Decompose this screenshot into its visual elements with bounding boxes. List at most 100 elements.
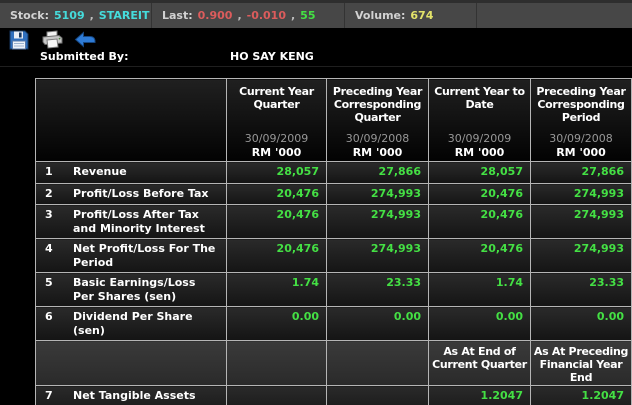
column-title: Current Year to Date	[434, 85, 525, 111]
column-unit: RM '000	[251, 146, 302, 159]
table-row: 5 Basic Earnings/Loss Per Shares (sen) 1.…	[35, 272, 632, 307]
last-price: 0.900	[197, 9, 233, 22]
table-row: 1 Revenue 28,057 27,866 28,057 27,866	[35, 161, 632, 184]
quote-bar-empty-area	[477, 3, 632, 28]
value-cell: 20,476	[226, 238, 327, 273]
save-button[interactable]	[8, 30, 30, 50]
value-cell: 274,993	[326, 204, 429, 239]
column-date: 30/09/2008	[549, 132, 613, 145]
value-cell: 20,476	[428, 204, 531, 239]
value-cell: 0.00	[530, 306, 632, 341]
header-empty-cell	[35, 78, 227, 162]
row-label: Profit/Loss Before Tax	[73, 187, 209, 200]
row-label-cell: 3 Profit/Loss After Tax and Minority Inte…	[35, 204, 227, 239]
last-change: -0.010	[246, 9, 286, 22]
sub-header-row: As At End of Current Quarter As At Prece…	[35, 340, 632, 386]
value-cell: 0.00	[226, 306, 327, 341]
value-cell: 20,476	[428, 238, 531, 273]
last-price-segment: Last: 0.900 , -0.010 , 55	[152, 3, 345, 28]
value-cell: 1.74	[428, 272, 531, 307]
stock-code: 5109	[53, 9, 85, 22]
submitted-by-value: HO SAY KENG	[230, 50, 314, 63]
header-current-year-quarter: Current Year Quarter 30/09/2009 RM '000	[226, 78, 327, 162]
value-cell: 20,476	[428, 183, 531, 205]
separator-comma: ,	[89, 9, 94, 22]
table-row: 7 Net Tangible Assets Per Share (RM) 1.20…	[35, 385, 632, 405]
value-cell: 28,057	[226, 161, 327, 184]
last-label: Last:	[162, 9, 193, 22]
row-label: Basic Earnings/Loss Per Shares (sen)	[73, 276, 196, 303]
row-label-cell: 6 Dividend Per Share (sen)	[35, 306, 227, 341]
row-label: Net Profit/Loss For The Period	[73, 242, 216, 269]
column-date: 30/09/2008	[345, 132, 410, 145]
header-current-year-to-date: Current Year to Date 30/09/2009 RM '000	[428, 78, 531, 162]
row-label-cell: 5 Basic Earnings/Loss Per Shares (sen)	[35, 272, 227, 307]
subheader-empty-cell	[35, 340, 227, 386]
value-cell: 1.74	[226, 272, 327, 307]
back-arrow-icon	[74, 31, 96, 49]
column-title: Preceding Year Corresponding Period	[536, 85, 626, 124]
value-cell: 1.2047	[530, 385, 632, 405]
subheader-preceding-year-end: As At Preceding Financial Year End	[530, 340, 632, 386]
row-label: Dividend Per Share (sen)	[73, 310, 193, 337]
row-label: Net Tangible Assets Per Share (RM)	[73, 389, 196, 405]
printer-icon	[41, 30, 63, 50]
value-cell: 1.2047	[428, 385, 531, 405]
column-title: Preceding Year Corresponding Quarter	[332, 85, 423, 124]
column-unit: RM '000	[352, 146, 403, 159]
row-label: Profit/Loss After Tax and Minority Inter…	[73, 208, 205, 235]
value-cell: 20,476	[226, 204, 327, 239]
row-label-cell: 7 Net Tangible Assets Per Share (RM)	[35, 385, 227, 405]
last-lot-size: 55	[300, 9, 316, 22]
column-date: 30/09/2009	[447, 132, 512, 145]
column-unit: RM '000	[556, 146, 606, 159]
header-preceding-year-quarter: Preceding Year Corresponding Quarter 30/…	[326, 78, 429, 162]
value-cell	[326, 385, 429, 405]
row-number: 6	[45, 310, 53, 323]
column-unit: RM '000	[454, 146, 505, 159]
volume-label: Volume:	[355, 9, 406, 22]
value-cell: 274,993	[530, 204, 632, 239]
value-cell: 274,993	[530, 238, 632, 273]
row-label-cell: 1 Revenue	[35, 161, 227, 184]
value-cell	[226, 385, 327, 405]
stock-segment: Stock: 5109 , STAREIT	[0, 3, 152, 28]
quarterly-report-table: Current Year Quarter 30/09/2009 RM '000 …	[35, 78, 632, 405]
value-cell: 27,866	[530, 161, 632, 184]
value-cell: 274,993	[326, 183, 429, 205]
value-cell: 274,993	[530, 183, 632, 205]
volume-value: 674	[410, 9, 434, 22]
print-button[interactable]	[41, 30, 63, 50]
submitted-by-row: Submitted By: HO SAY KENG	[0, 49, 632, 67]
value-cell: 20,476	[226, 183, 327, 205]
stock-quote-bar: Stock: 5109 , STAREIT Last: 0.900 , -0.0…	[0, 0, 632, 28]
separator-comma: ,	[290, 9, 296, 22]
submitted-by-label: Submitted By:	[40, 50, 129, 63]
back-button[interactable]	[74, 30, 96, 50]
row-number: 7	[45, 389, 53, 402]
table-row: 2 Profit/Loss Before Tax 20,476 274,993 2…	[35, 183, 632, 205]
subheader-current-quarter: As At End of Current Quarter	[428, 340, 531, 386]
row-number: 2	[45, 187, 53, 200]
value-cell: 0.00	[428, 306, 531, 341]
column-date: 30/09/2009	[244, 132, 309, 145]
row-label: Revenue	[73, 165, 127, 178]
stock-label: Stock:	[10, 9, 49, 22]
toolbar	[0, 28, 632, 52]
stock-name: STAREIT	[98, 9, 150, 22]
value-cell: 23.33	[530, 272, 632, 307]
value-cell: 0.00	[326, 306, 429, 341]
row-number: 4	[45, 242, 53, 255]
row-label-cell: 2 Profit/Loss Before Tax	[35, 183, 227, 205]
header-preceding-year-period: Preceding Year Corresponding Period 30/0…	[530, 78, 632, 162]
row-number: 5	[45, 276, 53, 289]
value-cell: 27,866	[326, 161, 429, 184]
column-title: Current Year Quarter	[239, 85, 314, 111]
value-cell: 23.33	[326, 272, 429, 307]
save-icon	[8, 30, 30, 50]
value-cell: 28,057	[428, 161, 531, 184]
table-row: 4 Net Profit/Loss For The Period 20,476 2…	[35, 238, 632, 273]
row-label-cell: 4 Net Profit/Loss For The Period	[35, 238, 227, 273]
volume-segment: Volume: 674	[345, 3, 477, 28]
